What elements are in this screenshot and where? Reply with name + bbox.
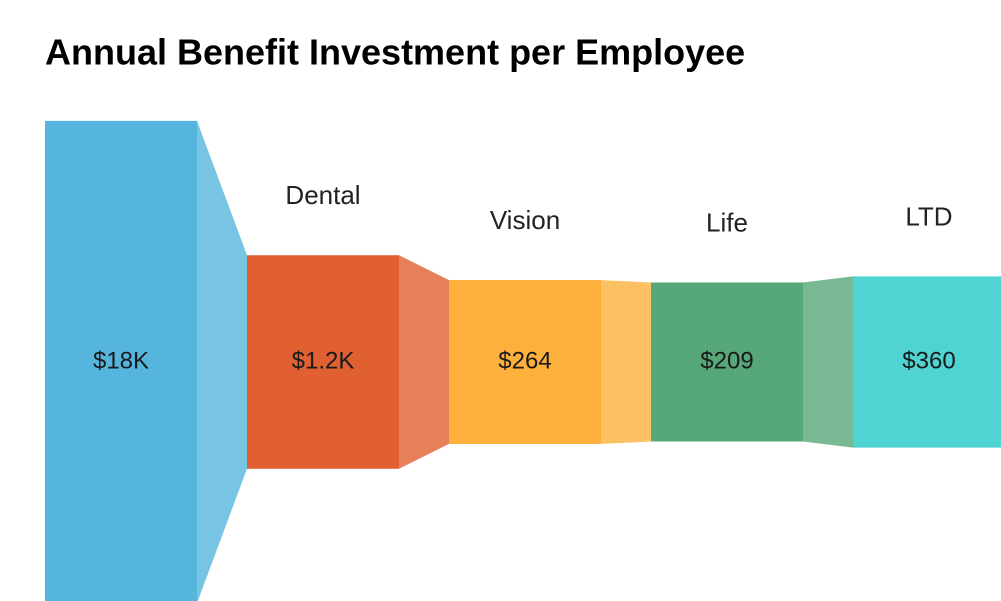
category-label: LTD [905, 201, 952, 231]
category-label: Life [706, 207, 748, 237]
funnel-bar [651, 282, 803, 442]
funnel-bar [45, 120, 197, 601]
value-label: $1.2K [292, 347, 355, 374]
funnel-bar [247, 255, 399, 469]
funnel-bar [853, 276, 1001, 448]
category-label: Dental [285, 180, 360, 210]
value-label: $264 [498, 347, 551, 374]
funnel-bar [449, 280, 601, 444]
chart-title: Annual Benefit Investment per Employee [45, 32, 745, 73]
connector [399, 255, 449, 469]
value-label: $360 [902, 347, 955, 374]
connector [601, 280, 651, 444]
category-label: Vision [490, 205, 560, 235]
connector [803, 276, 853, 448]
value-label: $18K [93, 347, 149, 374]
value-label: $209 [700, 347, 753, 374]
connector [197, 120, 247, 601]
